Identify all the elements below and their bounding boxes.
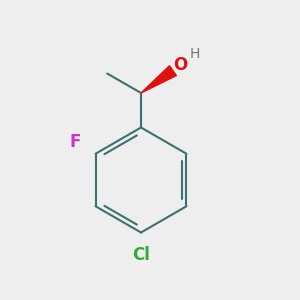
Text: F: F: [69, 133, 80, 151]
Text: O: O: [173, 56, 188, 74]
Text: Cl: Cl: [132, 246, 150, 264]
Text: H: H: [190, 47, 200, 61]
Polygon shape: [141, 66, 176, 93]
